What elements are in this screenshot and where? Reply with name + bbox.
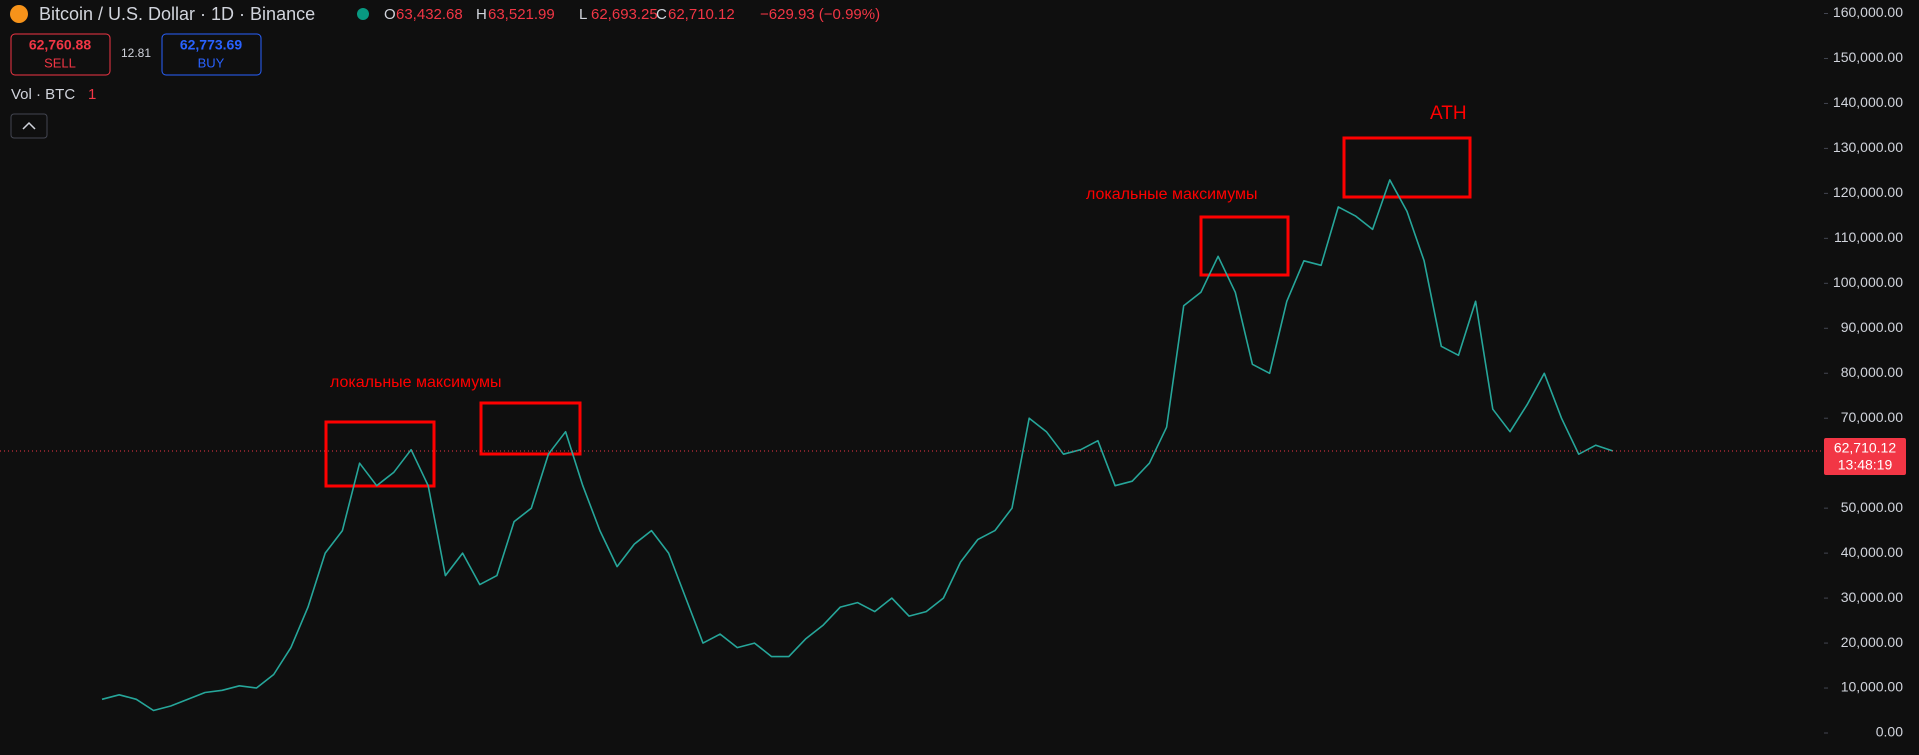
y-tick-label: 150,000.00 — [1833, 49, 1903, 65]
y-tick-label: 160,000.00 — [1833, 4, 1903, 20]
annotation: локальные максимумы — [330, 374, 502, 391]
volume-value: 1 — [88, 86, 96, 103]
price-line — [101, 179, 1614, 712]
change: −629.93 (−0.99%) — [760, 6, 880, 23]
annotation-box — [324, 420, 436, 488]
y-tick-label: 20,000.00 — [1841, 634, 1903, 650]
annotation-box — [1342, 136, 1472, 199]
y-tick-label: 110,000.00 — [1834, 229, 1903, 245]
y-axis: 0.00 10,000.00 20,000.00 30,000.00 40,000.00… — [0, 4, 1906, 740]
collapse-icon — [22, 121, 36, 130]
ohlc-value: 62,710.12 — [668, 6, 735, 23]
y-tick-label: 70,000.00 — [1841, 409, 1903, 425]
y-tick-label: 120,000.00 — [1833, 184, 1903, 200]
annotation-box — [479, 401, 582, 456]
y-tick-label: 10,000.00 — [1841, 679, 1903, 695]
btc-icon — [10, 5, 28, 23]
ohlc-label: L — [579, 6, 587, 23]
header: Bitcoin / U.S. Dollar · 1D · Binance O 6… — [10, 4, 880, 139]
last-price-tag — [1824, 438, 1906, 476]
annotation-boxes — [324, 136, 1472, 488]
buy-button[interactable] — [161, 33, 262, 76]
annotation-box — [1199, 215, 1290, 277]
ohlc-label: C — [656, 6, 667, 23]
buy-price: 62,773.69 — [180, 37, 242, 53]
ohlc-value: 63,521.99 — [488, 6, 555, 23]
annotation: локальные максимумы — [1086, 186, 1258, 203]
y-tick-label: 100,000.00 — [1833, 274, 1903, 290]
y-tick-label: 0.00 — [1876, 724, 1903, 740]
sell-price: 62,760.88 — [29, 37, 91, 53]
y-tick-label: 90,000.00 — [1841, 319, 1903, 335]
spread: 12.81 — [121, 46, 151, 60]
market-status — [357, 8, 369, 20]
y-tick-label: 130,000.00 — [1833, 139, 1903, 155]
y-tick-label: 50,000.00 — [1841, 499, 1903, 515]
volume-label: Vol · BTC — [11, 86, 75, 103]
series — [101, 179, 1614, 712]
symbol-title: Bitcoin / U.S. Dollar · 1D · Binance — [39, 4, 315, 24]
sell-label: SELL — [44, 55, 76, 70]
collapse-button[interactable] — [10, 113, 48, 139]
y-tick-label: 40,000.00 — [1841, 544, 1903, 560]
y-tick-label: 80,000.00 — [1841, 364, 1903, 380]
last-price-label: 62,710.12 — [1834, 440, 1896, 456]
buy-label: BUY — [198, 55, 225, 70]
sell-button[interactable] — [10, 33, 111, 76]
annotation: ATH — [1430, 103, 1467, 124]
y-tick-label: 140,000.00 — [1833, 94, 1903, 110]
ohlc-label: H — [476, 6, 487, 23]
ohlc-value: 63,432.68 — [396, 6, 463, 23]
ohlc-value: 62,693.25 — [591, 6, 658, 23]
ohlc-label: O — [384, 6, 396, 23]
countdown-label: 13:48:19 — [1838, 457, 1893, 473]
y-tick-label: 30,000.00 — [1841, 589, 1903, 605]
